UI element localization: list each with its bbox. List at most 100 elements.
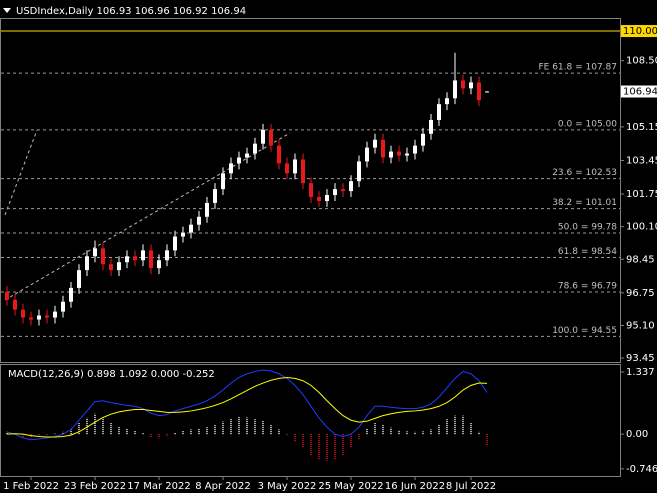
fibo-label: 100.0 = 94.55 bbox=[552, 326, 617, 336]
y-tick-label: 100.10 bbox=[626, 222, 657, 233]
y-tick-label: 1.337 bbox=[626, 367, 655, 378]
y-tick-label: 95.10 bbox=[626, 320, 655, 331]
candle-body bbox=[77, 270, 81, 288]
x-tick-label: 1 Feb 2022 bbox=[3, 481, 59, 492]
candle-body bbox=[397, 151, 401, 156]
candle-body bbox=[125, 256, 129, 263]
candle-body bbox=[53, 311, 57, 318]
candle-body bbox=[453, 80, 457, 99]
candle-body bbox=[93, 248, 97, 257]
candle-body bbox=[341, 189, 345, 192]
candle-body bbox=[389, 151, 393, 158]
candle-body bbox=[29, 317, 33, 320]
x-tick-label: 8 Apr 2022 bbox=[195, 481, 250, 492]
fibo-label: 23.6 = 102.53 bbox=[552, 168, 617, 178]
candle-body bbox=[149, 250, 153, 269]
candle-body bbox=[45, 315, 49, 318]
candle-body bbox=[213, 189, 217, 203]
signal-line bbox=[6, 376, 488, 438]
fibo-label: 61.8 = 98.54 bbox=[558, 247, 617, 257]
candle-body bbox=[141, 250, 145, 261]
candle-body bbox=[13, 299, 17, 310]
candle-body bbox=[421, 133, 425, 146]
candle-body bbox=[357, 161, 361, 182]
candle-body bbox=[349, 181, 353, 192]
candle-body bbox=[237, 157, 241, 164]
candle-body bbox=[157, 260, 161, 269]
candle-body bbox=[221, 173, 225, 190]
candle-body bbox=[173, 236, 177, 251]
candle-body bbox=[69, 287, 73, 302]
candle-body bbox=[205, 202, 209, 217]
candle-body bbox=[325, 195, 329, 201]
current-price-label: 106.94 bbox=[623, 87, 657, 98]
main-panel-frame bbox=[0, 18, 621, 363]
candle-body bbox=[101, 248, 105, 265]
candle-body bbox=[381, 139, 385, 158]
fibo-label: 78.6 = 96.79 bbox=[558, 282, 617, 292]
x-tick-label: 3 May 2022 bbox=[258, 481, 317, 492]
price-tag bbox=[621, 25, 657, 38]
y-tick-label: -0.746 bbox=[626, 464, 657, 475]
candle-body bbox=[245, 153, 249, 158]
candle-body bbox=[261, 129, 265, 144]
y-tick-label: 103.45 bbox=[626, 155, 657, 166]
y-tick-label: 98.45 bbox=[626, 254, 655, 265]
trend-line bbox=[4, 132, 291, 301]
candle-body bbox=[309, 183, 313, 198]
candle-body bbox=[365, 147, 369, 162]
current-price-tag bbox=[621, 85, 657, 98]
collapse-icon[interactable] bbox=[3, 8, 11, 13]
candle-body bbox=[61, 301, 65, 312]
candle-body bbox=[229, 163, 233, 174]
y-tick-label: 0.00 bbox=[626, 429, 648, 440]
macd-panel-frame bbox=[0, 364, 621, 477]
candle-body bbox=[469, 82, 473, 89]
candle-body bbox=[301, 159, 305, 184]
candle-body bbox=[373, 139, 377, 148]
x-tick-label: 17 Mar 2022 bbox=[127, 481, 190, 492]
y-tick-label: 108.50 bbox=[626, 56, 657, 67]
candle-body bbox=[285, 163, 289, 174]
y-tick-label: 105.15 bbox=[626, 122, 657, 133]
candle-body bbox=[413, 145, 417, 154]
fibo-label: 38.2 = 101.01 bbox=[552, 198, 617, 208]
candle-body bbox=[405, 153, 409, 156]
candle-body bbox=[293, 159, 297, 174]
candle-body bbox=[37, 315, 41, 320]
x-tick-label: 25 May 2022 bbox=[318, 481, 383, 492]
candle-body bbox=[133, 256, 137, 261]
candle-body bbox=[181, 232, 185, 237]
candle-body bbox=[253, 143, 257, 154]
candle-body bbox=[165, 250, 169, 261]
candle-body bbox=[117, 262, 121, 271]
price-tag-label: 110.00 bbox=[623, 26, 657, 37]
fibo-label: 0.0 = 105.00 bbox=[558, 119, 617, 129]
y-tick-label: 101.75 bbox=[626, 189, 657, 200]
macd-title: MACD(12,26,9) 0.898 1.092 0.000 -0.252 bbox=[8, 369, 215, 380]
candle-body bbox=[437, 104, 441, 120]
candle-body bbox=[461, 80, 465, 89]
candle-body bbox=[189, 224, 193, 233]
fibo-label: FE 61.8 = 107.87 bbox=[538, 63, 617, 73]
candle-body bbox=[477, 82, 481, 101]
candle-body bbox=[197, 216, 201, 225]
main-line bbox=[6, 369, 488, 441]
candle-body bbox=[5, 291, 9, 300]
candle-body bbox=[317, 197, 321, 201]
y-tick-label: 96.75 bbox=[626, 288, 655, 299]
candle-body bbox=[333, 189, 337, 196]
fibo-label: 50.0 = 99.78 bbox=[558, 222, 617, 232]
x-tick-label: 16 Jun 2022 bbox=[385, 481, 445, 492]
chart-title: USDIndex,Daily 106.93 106.96 106.92 106.… bbox=[16, 6, 246, 17]
candle-body bbox=[277, 145, 281, 164]
y-tick-label: 93.45 bbox=[626, 353, 655, 364]
candle-body bbox=[485, 91, 489, 93]
x-tick-label: 23 Feb 2022 bbox=[64, 481, 126, 492]
candle-body bbox=[429, 119, 433, 134]
candle-body bbox=[21, 309, 25, 318]
candle-body bbox=[109, 264, 113, 271]
candle-body bbox=[269, 129, 273, 146]
